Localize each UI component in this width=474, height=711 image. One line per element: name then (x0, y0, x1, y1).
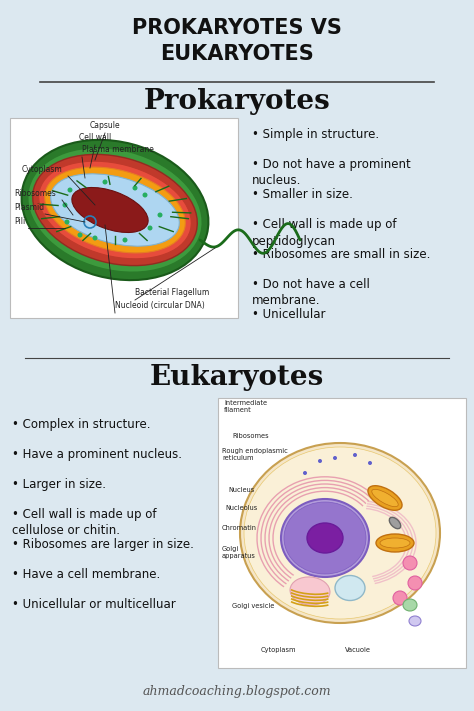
Text: • Cell wall is made up of
peptidoglycan: • Cell wall is made up of peptidoglycan (252, 218, 396, 247)
Text: Golgi
apparatus: Golgi apparatus (222, 546, 256, 559)
Ellipse shape (51, 173, 179, 246)
Text: Plasma membrane: Plasma membrane (82, 145, 154, 154)
Text: • Simple in structure.: • Simple in structure. (252, 128, 379, 141)
Circle shape (157, 213, 163, 218)
Ellipse shape (307, 523, 343, 553)
Text: PROKARYOTES VS
EUKARYOTES: PROKARYOTES VS EUKARYOTES (132, 18, 342, 63)
Text: Golgi vesicle: Golgi vesicle (232, 603, 274, 609)
Ellipse shape (39, 161, 191, 259)
Text: • Ribosomes are small in size.: • Ribosomes are small in size. (252, 248, 430, 261)
Text: • Larger in size.: • Larger in size. (12, 478, 106, 491)
Text: Bacterial Flagellum: Bacterial Flagellum (135, 288, 209, 297)
Ellipse shape (335, 575, 365, 601)
Ellipse shape (45, 167, 185, 253)
Circle shape (63, 203, 67, 208)
Ellipse shape (376, 534, 414, 552)
Circle shape (143, 193, 147, 198)
Circle shape (318, 459, 322, 463)
Ellipse shape (403, 599, 417, 611)
Circle shape (408, 576, 422, 590)
Text: Intermediate
filament: Intermediate filament (224, 400, 267, 413)
Ellipse shape (244, 447, 436, 619)
Circle shape (92, 235, 98, 240)
Text: Ribosomes: Ribosomes (232, 433, 269, 439)
Ellipse shape (33, 154, 197, 266)
Text: • Do not have a cell
membrane.: • Do not have a cell membrane. (252, 278, 370, 307)
Circle shape (78, 232, 82, 237)
Text: • Unicellular: • Unicellular (252, 308, 326, 321)
Text: • Cell wall is made up of
cellulose or chitin.: • Cell wall is made up of cellulose or c… (12, 508, 156, 538)
Text: Plasmid: Plasmid (14, 203, 44, 212)
Circle shape (67, 188, 73, 193)
Circle shape (147, 225, 153, 230)
Text: Cell wall: Cell wall (79, 133, 111, 142)
Circle shape (303, 471, 307, 475)
Text: ahmadcoaching.blogspot.com: ahmadcoaching.blogspot.com (143, 685, 331, 698)
Ellipse shape (281, 499, 369, 577)
Text: • Unicellular or multicelluar: • Unicellular or multicelluar (12, 598, 176, 611)
Circle shape (368, 461, 372, 465)
Text: Ribosomes: Ribosomes (14, 189, 56, 198)
Text: Vacuole: Vacuole (345, 647, 371, 653)
Text: • Do not have a prominent
nucleus.: • Do not have a prominent nucleus. (252, 158, 411, 188)
Circle shape (102, 179, 108, 184)
Text: • Smaller in size.: • Smaller in size. (252, 188, 353, 201)
Text: Chromatin: Chromatin (222, 525, 257, 531)
Text: Cytoplasm: Cytoplasm (22, 165, 63, 174)
FancyBboxPatch shape (218, 398, 466, 668)
Text: Eukaryotes: Eukaryotes (150, 364, 324, 391)
Circle shape (333, 456, 337, 460)
Ellipse shape (380, 538, 410, 548)
Ellipse shape (372, 489, 398, 507)
Ellipse shape (389, 518, 401, 529)
Text: • Have a prominent nucleus.: • Have a prominent nucleus. (12, 448, 182, 461)
Ellipse shape (72, 188, 148, 232)
Ellipse shape (27, 148, 202, 272)
Text: • Have a cell membrane.: • Have a cell membrane. (12, 568, 160, 581)
Circle shape (353, 453, 357, 457)
FancyBboxPatch shape (10, 118, 238, 318)
Text: Nucleolus: Nucleolus (225, 505, 257, 511)
Text: Nucleoid (circular DNA): Nucleoid (circular DNA) (115, 301, 205, 310)
Text: • Complex in structure.: • Complex in structure. (12, 418, 151, 431)
Circle shape (393, 591, 407, 605)
Ellipse shape (409, 616, 421, 626)
Ellipse shape (284, 502, 366, 574)
Text: Rough endoplasmic
reticulum: Rough endoplasmic reticulum (222, 448, 288, 461)
Circle shape (133, 186, 137, 191)
Text: Cytoplasm: Cytoplasm (260, 647, 296, 653)
Text: Pili: Pili (14, 217, 25, 226)
Circle shape (403, 556, 417, 570)
Text: Prokaryotes: Prokaryotes (144, 88, 330, 115)
Ellipse shape (290, 577, 330, 605)
Ellipse shape (368, 486, 402, 510)
Ellipse shape (240, 443, 440, 623)
Text: Nucleus: Nucleus (228, 487, 254, 493)
Circle shape (64, 220, 70, 225)
Circle shape (122, 237, 128, 242)
Ellipse shape (21, 140, 209, 280)
Text: • Ribosomes are larger in size.: • Ribosomes are larger in size. (12, 538, 194, 551)
Text: Capsule: Capsule (90, 121, 120, 130)
